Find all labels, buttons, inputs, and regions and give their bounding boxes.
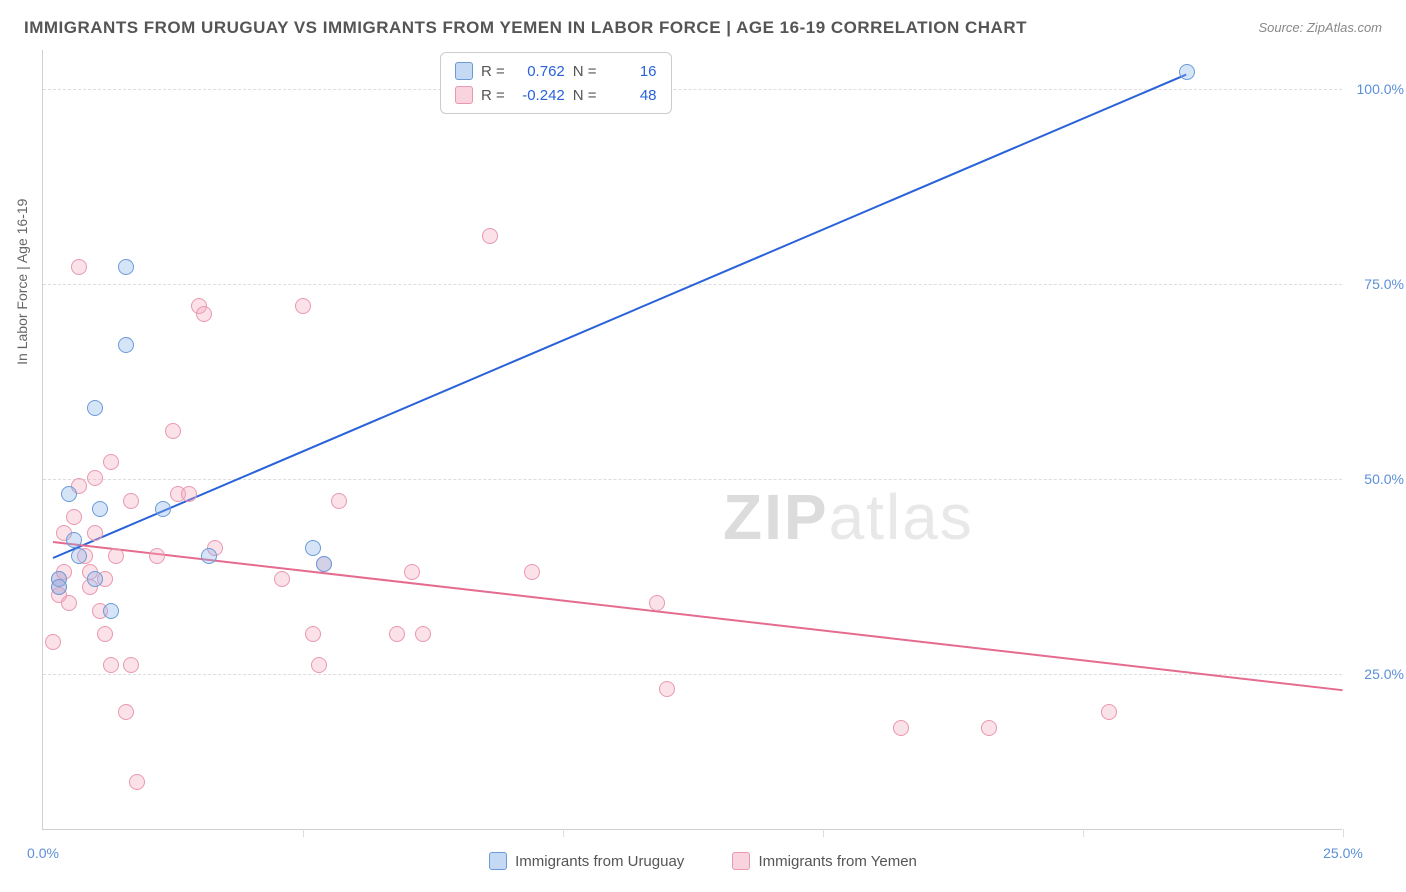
data-point bbox=[123, 493, 139, 509]
data-point bbox=[274, 571, 290, 587]
data-point bbox=[893, 720, 909, 736]
data-point bbox=[118, 337, 134, 353]
legend-row-yemen: R = -0.242 N = 48 bbox=[455, 83, 657, 107]
y-tick-label: 75.0% bbox=[1364, 276, 1404, 292]
data-point bbox=[87, 400, 103, 416]
data-point bbox=[181, 486, 197, 502]
data-point bbox=[305, 626, 321, 642]
x-tick bbox=[1083, 829, 1084, 837]
data-point bbox=[316, 556, 332, 572]
data-point bbox=[659, 681, 675, 697]
data-point bbox=[305, 540, 321, 556]
data-point bbox=[165, 423, 181, 439]
data-point bbox=[103, 657, 119, 673]
x-tick bbox=[823, 829, 824, 837]
legend-row-uruguay: R = 0.762 N = 16 bbox=[455, 59, 657, 83]
regression-line bbox=[53, 541, 1343, 691]
data-point bbox=[311, 657, 327, 673]
data-point bbox=[71, 259, 87, 275]
y-tick-label: 100.0% bbox=[1357, 81, 1404, 97]
data-point bbox=[1179, 64, 1195, 80]
regression-line bbox=[53, 73, 1187, 558]
data-point bbox=[108, 548, 124, 564]
r-value-yemen: -0.242 bbox=[513, 87, 565, 104]
r-label: R = bbox=[481, 87, 505, 104]
source-attribution: Source: ZipAtlas.com bbox=[1258, 20, 1382, 35]
data-point bbox=[649, 595, 665, 611]
swatch-blue-icon bbox=[489, 852, 507, 870]
chart-title: IMMIGRANTS FROM URUGUAY VS IMMIGRANTS FR… bbox=[24, 18, 1027, 38]
r-value-uruguay: 0.762 bbox=[513, 63, 565, 80]
legend-item-uruguay: Immigrants from Uruguay bbox=[489, 852, 684, 870]
data-point bbox=[295, 298, 311, 314]
data-point bbox=[482, 228, 498, 244]
watermark-bold: ZIP bbox=[723, 481, 829, 553]
data-point bbox=[118, 259, 134, 275]
data-point bbox=[118, 704, 134, 720]
data-point bbox=[103, 603, 119, 619]
n-value-uruguay: 16 bbox=[605, 63, 657, 80]
data-point bbox=[61, 486, 77, 502]
n-value-yemen: 48 bbox=[605, 87, 657, 104]
gridline bbox=[43, 674, 1342, 675]
data-point bbox=[87, 470, 103, 486]
data-point bbox=[404, 564, 420, 580]
data-point bbox=[45, 634, 61, 650]
series-legend: Immigrants from Uruguay Immigrants from … bbox=[0, 852, 1406, 874]
swatch-pink-icon bbox=[455, 86, 473, 104]
x-tick bbox=[1343, 829, 1344, 837]
data-point bbox=[103, 454, 119, 470]
n-label: N = bbox=[573, 63, 597, 80]
data-point bbox=[71, 548, 87, 564]
legend-item-yemen: Immigrants from Yemen bbox=[732, 852, 916, 870]
data-point bbox=[415, 626, 431, 642]
correlation-legend: R = 0.762 N = 16 R = -0.242 N = 48 bbox=[440, 52, 672, 114]
data-point bbox=[97, 626, 113, 642]
x-tick bbox=[563, 829, 564, 837]
data-point bbox=[196, 306, 212, 322]
data-point bbox=[123, 657, 139, 673]
data-point bbox=[524, 564, 540, 580]
y-tick-label: 25.0% bbox=[1364, 666, 1404, 682]
y-tick-label: 50.0% bbox=[1364, 471, 1404, 487]
r-label: R = bbox=[481, 63, 505, 80]
data-point bbox=[981, 720, 997, 736]
watermark: ZIPatlas bbox=[723, 480, 974, 554]
scatter-chart: ZIPatlas 25.0%50.0%75.0%100.0%0.0%25.0% bbox=[42, 50, 1342, 830]
legend-label: Immigrants from Uruguay bbox=[515, 853, 684, 870]
data-point bbox=[155, 501, 171, 517]
data-point bbox=[331, 493, 347, 509]
data-point bbox=[92, 501, 108, 517]
data-point bbox=[87, 571, 103, 587]
data-point bbox=[149, 548, 165, 564]
data-point bbox=[66, 509, 82, 525]
watermark-light: atlas bbox=[829, 481, 974, 553]
data-point bbox=[1101, 704, 1117, 720]
data-point bbox=[66, 532, 82, 548]
legend-label: Immigrants from Yemen bbox=[758, 853, 916, 870]
data-point bbox=[87, 525, 103, 541]
data-point bbox=[129, 774, 145, 790]
data-point bbox=[51, 579, 67, 595]
data-point bbox=[201, 548, 217, 564]
swatch-blue-icon bbox=[455, 62, 473, 80]
x-tick bbox=[303, 829, 304, 837]
data-point bbox=[61, 595, 77, 611]
swatch-pink-icon bbox=[732, 852, 750, 870]
y-axis-label: In Labor Force | Age 16-19 bbox=[14, 199, 30, 365]
data-point bbox=[389, 626, 405, 642]
n-label: N = bbox=[573, 87, 597, 104]
